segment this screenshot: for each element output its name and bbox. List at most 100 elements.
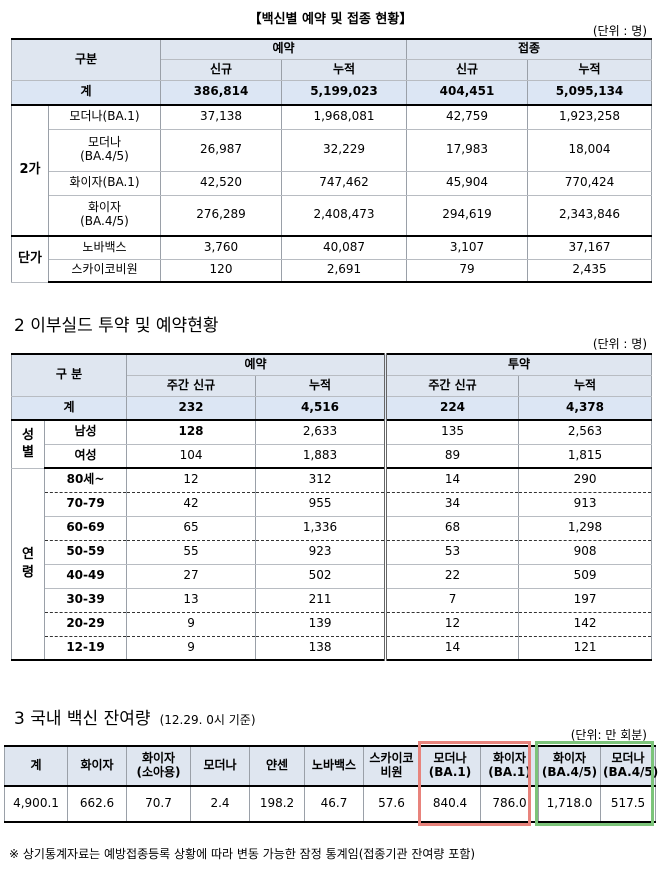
cell: 12 bbox=[126, 468, 257, 493]
cell: 22 bbox=[384, 564, 520, 589]
cell: 42,759 bbox=[406, 105, 528, 130]
cell: 27 bbox=[126, 564, 257, 589]
row-label: 여성 bbox=[43, 444, 128, 469]
total-row: 계 232 4,516 224 4,378 bbox=[10, 395, 653, 421]
stock-value: 70.7 bbox=[126, 786, 191, 823]
stock-value: 46.7 bbox=[304, 786, 364, 823]
header-cumulative: 누적 bbox=[255, 375, 387, 397]
cell: 1,923,258 bbox=[527, 105, 652, 130]
total-value: 4,516 bbox=[255, 395, 387, 421]
cell: 53 bbox=[384, 540, 520, 565]
row-label: 30-39 bbox=[43, 588, 128, 613]
cell: 1,336 bbox=[255, 516, 387, 541]
vaccine-reservation-table: 구분 예약 접종 신규 누적 신규 누적 계 386,814 5,199,023… bbox=[11, 38, 652, 283]
total-value: 232 bbox=[126, 395, 257, 421]
row-label: 80세~ bbox=[43, 468, 128, 493]
cell: 294,619 bbox=[406, 195, 528, 237]
cell: 32,229 bbox=[281, 129, 407, 172]
total-value: 224 bbox=[384, 395, 520, 421]
header-weekly-new: 주간 신규 bbox=[126, 375, 257, 397]
cell: 276,289 bbox=[160, 195, 282, 237]
row-label: 노바백스 bbox=[48, 235, 161, 260]
cell: 26,987 bbox=[160, 129, 282, 172]
row-label: 화이자(BA.1) bbox=[48, 171, 161, 196]
cell: 211 bbox=[255, 588, 387, 613]
table-row: 여성 104 1,883 89 1,815 bbox=[12, 444, 653, 469]
table-row: 2가 모더나(BA.1) 37,138 1,968,081 42,759 1,9… bbox=[11, 105, 652, 237]
footnote: ※ 상기통계자료는 예방접종등록 상황에 따라 변동 가능한 잠정 통계임(접종… bbox=[9, 847, 476, 861]
cell: 2,435 bbox=[527, 259, 652, 283]
table-row: 12-19 9 138 14 121 bbox=[12, 636, 653, 661]
table-row: 40-49 27 502 22 509 bbox=[12, 564, 653, 589]
section3-unit: (단위: 만 회분) bbox=[570, 728, 647, 742]
section2-title: 2 이부실드 투약 및 예약현황 bbox=[14, 316, 219, 336]
stock-value: 840.4 bbox=[419, 786, 481, 823]
cell: 955 bbox=[255, 492, 387, 517]
table-row: 스카이코비원 120 2,691 79 2,435 bbox=[12, 259, 652, 283]
table-row: 30-39 13 211 7 197 bbox=[12, 588, 653, 613]
cell: 14 bbox=[384, 636, 520, 661]
stock-header: 노바백스 bbox=[304, 745, 364, 787]
cell: 502 bbox=[255, 564, 387, 589]
row-label: 50-59 bbox=[43, 540, 128, 565]
cell: 18,004 bbox=[527, 129, 652, 172]
total-value: 386,814 bbox=[160, 79, 282, 106]
cell: 770,424 bbox=[527, 171, 652, 196]
stock-header: 화이자 (소아용) bbox=[126, 745, 191, 787]
total-value: 4,378 bbox=[518, 395, 653, 421]
cell: 138 bbox=[255, 636, 387, 661]
cell: 1,883 bbox=[255, 444, 387, 469]
stock-value: 4,900.1 bbox=[4, 786, 68, 823]
cell: 68 bbox=[384, 516, 520, 541]
cell: 2,691 bbox=[281, 259, 407, 283]
stock-header: 모더나 bbox=[190, 745, 250, 787]
header-vaccination: 접종 bbox=[406, 38, 652, 60]
stock-header: 계 bbox=[4, 745, 68, 787]
table-row: 50-59 55 923 53 908 bbox=[12, 540, 653, 565]
header-reservation: 예약 bbox=[126, 353, 387, 376]
cell: 42,520 bbox=[160, 171, 282, 196]
evusheld-table: 구 분 예약 투약 주간 신규 누적 주간 신규 누적 계 232 4,516 … bbox=[10, 353, 653, 661]
cell: 37,138 bbox=[160, 105, 282, 130]
stock-header: 화이자 bbox=[67, 745, 127, 787]
row-label: 화이자 (BA.4/5) bbox=[48, 195, 161, 237]
table-row: 연 령 80세~ 12 312 14 290 bbox=[11, 468, 653, 661]
cell: 9 bbox=[126, 636, 257, 661]
cell: 128 bbox=[126, 420, 257, 445]
cell: 3,107 bbox=[406, 235, 528, 260]
group-monovalent: 단가 bbox=[11, 235, 49, 283]
cell: 89 bbox=[384, 444, 520, 469]
cell: 1,815 bbox=[518, 444, 653, 469]
cell: 3,760 bbox=[160, 235, 282, 260]
header-category: 구분 bbox=[11, 38, 161, 81]
cell: 79 bbox=[406, 259, 528, 283]
cell: 312 bbox=[255, 468, 387, 493]
row-label: 스카이코비원 bbox=[48, 259, 161, 283]
section3-title-wrap: 3 국내 백신 잔여량 (12.29. 0시 기준) bbox=[14, 704, 256, 729]
cell: 45,904 bbox=[406, 171, 528, 196]
stock-value: 57.6 bbox=[363, 786, 420, 823]
cell: 913 bbox=[518, 492, 653, 517]
section1-title: 【백신별 예약 및 접종 현황】 bbox=[248, 12, 413, 27]
cell: 121 bbox=[518, 636, 653, 661]
section3-title-note: (12.29. 0시 기준) bbox=[159, 713, 256, 727]
cell: 7 bbox=[384, 588, 520, 613]
cell: 2,563 bbox=[518, 420, 653, 445]
cell: 2,343,846 bbox=[527, 195, 652, 237]
stock-header: 화이자 (BA.4/5) bbox=[538, 745, 601, 787]
cell: 908 bbox=[518, 540, 653, 565]
table-row: 화이자 (BA.4/5) 276,289 2,408,473 294,619 2… bbox=[12, 195, 652, 237]
cell: 37,167 bbox=[527, 235, 652, 260]
cell: 120 bbox=[160, 259, 282, 283]
row-label: 70-79 bbox=[43, 492, 128, 517]
header-weekly-new: 주간 신규 bbox=[384, 375, 520, 397]
stock-header: 얀센 bbox=[249, 745, 305, 787]
header-administration: 투약 bbox=[384, 353, 653, 376]
cell: 142 bbox=[518, 612, 653, 637]
stock-header: 모더나 (BA.4/5) bbox=[600, 745, 658, 787]
table-row: 모더나 (BA.4/5) 26,987 32,229 17,983 18,004 bbox=[12, 129, 652, 172]
row-label: 12-19 bbox=[43, 636, 128, 661]
cell: 17,983 bbox=[406, 129, 528, 172]
cell: 13 bbox=[126, 588, 257, 613]
section3-title: 3 국내 백신 잔여량 bbox=[14, 709, 151, 729]
